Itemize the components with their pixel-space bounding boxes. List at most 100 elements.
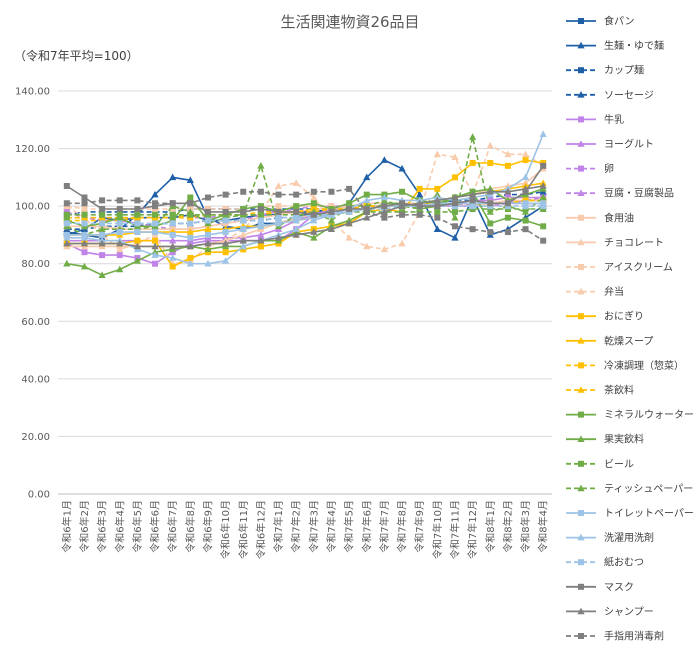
series-point [275,214,282,221]
series-point [293,214,300,221]
series-point [187,211,194,218]
legend-item: トイレットペーパー [566,508,694,520]
series-point [416,199,424,207]
series-point [116,252,123,259]
series-point [239,236,247,244]
series-point [80,262,89,270]
series-point [522,217,529,224]
series-point [310,188,317,195]
series-point [380,245,388,253]
series-point [433,150,441,158]
series-point [539,193,547,201]
series-point [240,226,247,233]
legend-point [577,287,585,295]
series-point [293,208,300,215]
legend-item: シャンプー [566,606,654,618]
series-point [187,234,194,241]
legend-label: マスク [604,581,634,593]
series-point [328,208,335,215]
legend-point [578,510,584,516]
legend-point [578,633,584,639]
series-point [169,231,176,238]
series-point [152,200,159,207]
legend-item: ミネラルウォーター [566,409,694,421]
series-point [152,260,159,267]
series-point [186,208,194,215]
legend-label: 豆腐・豆腐製品 [604,187,674,200]
series-point [310,200,317,207]
series-point [169,173,177,181]
x-tick-label: 令和7年10月 [431,500,444,559]
series-point [310,216,318,224]
legend-item: 卵 [566,163,614,175]
series-point [81,200,88,207]
series-point [257,217,264,224]
series-point [169,249,176,256]
legend-point [578,214,584,221]
legend-item: チョコレート [566,237,664,249]
legend-label: 洗濯用洗剤 [604,531,654,544]
series-lines [63,130,547,279]
series-point [99,206,106,213]
chart-subtitle: （令和7年平均=100） [14,48,139,63]
series-point [469,197,476,204]
x-tick-label: 令和6年1月 [60,500,73,553]
series-point [116,197,123,204]
series-point [433,225,441,232]
series-point [469,190,477,198]
legend-item: 洗濯用洗剤 [566,531,654,544]
series-point [63,239,71,247]
series-point [363,242,371,250]
series-point [293,191,300,198]
series-point [539,130,547,137]
legend-label: 紙おむつ [604,556,644,569]
series-point [99,220,106,227]
series-point [116,239,124,247]
series-line [66,185,544,248]
x-tick-label: 令和6年9月 [201,500,214,553]
series-point [381,214,388,221]
series-point [151,190,159,198]
legend-item: 生麺・ゆで麺 [566,39,664,52]
legend-label: アイスクリーム [604,262,673,274]
series-point [186,176,194,184]
series-point [487,200,494,207]
series-point [363,191,370,198]
legend-item: ビール [566,458,634,470]
x-tick-label: 令和7年5月 [343,500,356,553]
series-point [380,208,388,215]
legend-point [578,165,584,172]
series-point [257,188,264,195]
series-point [99,197,106,204]
series-point [292,231,300,238]
legend-item: 果実飲料 [566,433,644,446]
series-point [222,208,229,215]
series-point [275,208,282,215]
series-point [187,254,194,261]
x-tick-label: 令和7年11月 [448,500,461,559]
series-point [469,159,476,166]
y-tick-label: 60.00 [21,317,50,328]
series-point [116,265,124,273]
x-tick-label: 令和7年2月 [290,500,303,553]
series-point [434,208,441,215]
series-point [327,225,336,232]
legend-label: 乾燥スープ [604,334,653,347]
series-point [169,263,176,270]
series-point [275,220,282,227]
series-point [363,173,371,181]
legend-label: 弁当 [604,285,624,298]
series-point [116,220,123,227]
series-point [257,231,265,238]
series-point [63,220,70,227]
series-point [346,206,353,213]
series-point [416,203,423,210]
series-point [99,252,106,259]
legend-point [577,91,585,98]
legend-point [578,67,584,74]
legend-point [577,337,585,344]
x-tick-label: 令和6年4月 [113,500,126,553]
series-line [66,202,544,239]
series-point [204,259,212,267]
series-point [187,200,194,207]
